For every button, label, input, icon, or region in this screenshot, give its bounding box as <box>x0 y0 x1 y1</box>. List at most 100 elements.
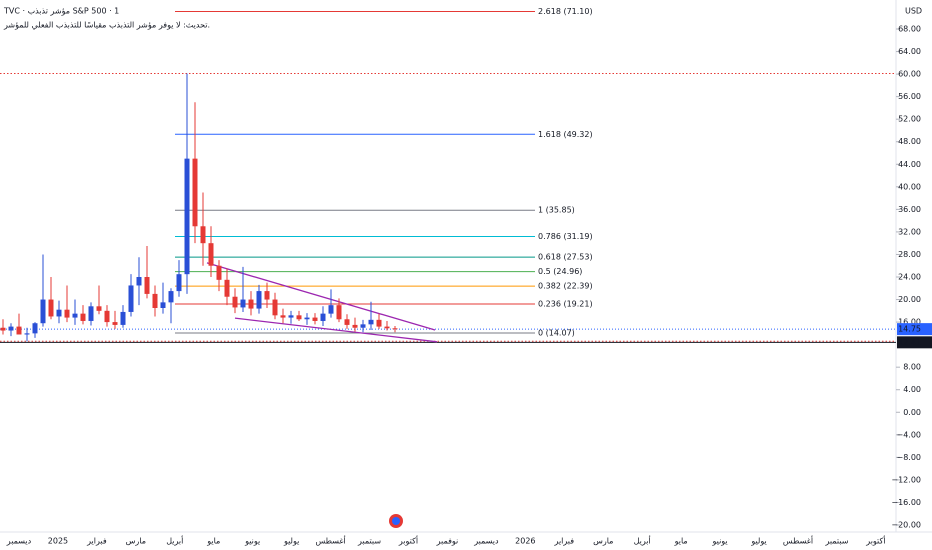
y-tick-label: 60.00 <box>898 70 921 79</box>
y-tick-label: −20.00 <box>891 521 921 530</box>
candle-body <box>248 299 254 309</box>
x-tick-label: أكتوبر <box>398 536 418 546</box>
fib-label: 0.786 (31.19) <box>538 232 593 241</box>
y-tick-label: 16.00 <box>898 318 921 327</box>
y-tick-label: 36.00 <box>898 205 921 214</box>
x-tick-label: يونيو <box>244 537 260 546</box>
x-tick-label: فبراير <box>554 537 575 546</box>
candle-body <box>176 274 182 292</box>
candle-body <box>64 309 70 318</box>
y-tick-label: −4.00 <box>896 430 921 439</box>
y-tick-label: 52.00 <box>898 115 921 124</box>
candle-body <box>168 291 174 303</box>
fib-label: 0.618 (27.53) <box>538 253 593 262</box>
candle-body <box>304 317 310 320</box>
candle-body <box>184 158 190 275</box>
y-tick-label: −12.00 <box>891 475 921 484</box>
fib-label: 0.236 (19.21) <box>538 299 593 308</box>
candle-body <box>104 310 110 323</box>
candle-body <box>208 243 214 266</box>
candle-body <box>344 319 350 325</box>
candle-body <box>192 158 198 227</box>
candle-body <box>240 299 246 308</box>
x-tick-label: مايو <box>206 537 220 546</box>
fib-label: 0 (14.07) <box>538 328 575 337</box>
y-tick-label: −8.00 <box>896 453 921 462</box>
y-tick-label: 64.00 <box>898 47 921 56</box>
candle-body <box>144 277 150 294</box>
candle-body <box>360 324 366 328</box>
candle-body <box>0 327 6 331</box>
x-tick-label: مارس <box>593 537 613 546</box>
y-tick-label: 4.00 <box>903 385 921 394</box>
fib-label: 2.618 (71.10) <box>538 7 593 16</box>
y-tick-label: 0.00 <box>903 408 921 417</box>
candle-body <box>152 293 158 308</box>
candle-body <box>72 313 78 318</box>
logo <box>389 514 403 528</box>
candle-body <box>216 265 222 280</box>
candle-body <box>160 302 166 308</box>
candle-body <box>232 296 238 308</box>
candle-body <box>120 311 126 325</box>
fib-label: 0.5 (24.96) <box>538 267 582 276</box>
candle-body <box>224 279 230 297</box>
candle-body <box>264 291 270 300</box>
candle-body <box>32 323 38 334</box>
fib-label: 0.382 (22.39) <box>538 282 593 291</box>
x-tick-label: يوليو <box>283 537 299 546</box>
x-tick-label: أغسطس <box>315 536 345 546</box>
candle-body <box>336 305 342 320</box>
trendline <box>234 317 438 343</box>
y-tick-label: 28.00 <box>898 250 921 259</box>
x-tick-label: أبريل <box>634 536 651 546</box>
candle-body <box>24 333 30 335</box>
chart-subtitle: تحديث: لا يوفر مؤشر التذبذب مقياسًا للتذ… <box>3 21 210 30</box>
last-price-label: 14.75 <box>898 325 921 334</box>
y-tick-label: 24.00 <box>898 273 921 282</box>
x-tick-label: 2026 <box>515 537 535 546</box>
y-tick-label: 20.00 <box>898 295 921 304</box>
x-tick-label: فبراير <box>86 537 107 546</box>
candle-body <box>384 326 390 329</box>
y-tick-label: 32.00 <box>898 227 921 236</box>
low-price-box <box>897 336 932 349</box>
x-tick-label: يوليو <box>750 537 766 546</box>
x-tick-label: مايو <box>674 537 688 546</box>
candle-body <box>328 305 334 314</box>
x-tick-label: نوفمبر <box>436 537 459 546</box>
x-tick-label: يونيو <box>712 537 728 546</box>
candle-body <box>288 315 294 318</box>
candle-body <box>8 326 14 331</box>
currency-label: USD <box>905 7 922 16</box>
candle-body <box>320 313 326 321</box>
candle-body <box>48 299 54 317</box>
y-tick-label: 8.00 <box>903 363 921 372</box>
fib-label: 1 (35.85) <box>538 206 575 215</box>
candle-body <box>376 319 382 327</box>
y-tick-label: −16.00 <box>891 498 921 507</box>
fib-label: 1.618 (49.32) <box>538 130 593 139</box>
y-tick-label: 44.00 <box>898 160 921 169</box>
x-tick-label: سبتمبر <box>824 537 848 546</box>
candle-body <box>272 299 278 316</box>
trendline <box>206 262 436 331</box>
candle-body <box>80 313 86 321</box>
x-tick-label: أبريل <box>166 536 183 546</box>
candle-body <box>352 324 358 328</box>
x-tick-label: 2025 <box>48 537 68 546</box>
x-tick-label: ديسمبر <box>473 537 499 546</box>
candle-body <box>368 319 374 325</box>
candle-body <box>16 326 22 335</box>
candle-body <box>112 322 118 325</box>
last-price-box <box>897 323 932 336</box>
candle-body <box>88 306 94 321</box>
x-tick-label: سبتمبر <box>357 537 381 546</box>
x-tick-label: أغسطس <box>783 536 813 546</box>
y-tick-label: 68.00 <box>898 25 921 34</box>
chart-title: TVC · مؤشر تذبذب S&P 500 · 1 <box>3 7 119 16</box>
candle-body <box>280 315 286 318</box>
candle-body <box>40 299 46 324</box>
